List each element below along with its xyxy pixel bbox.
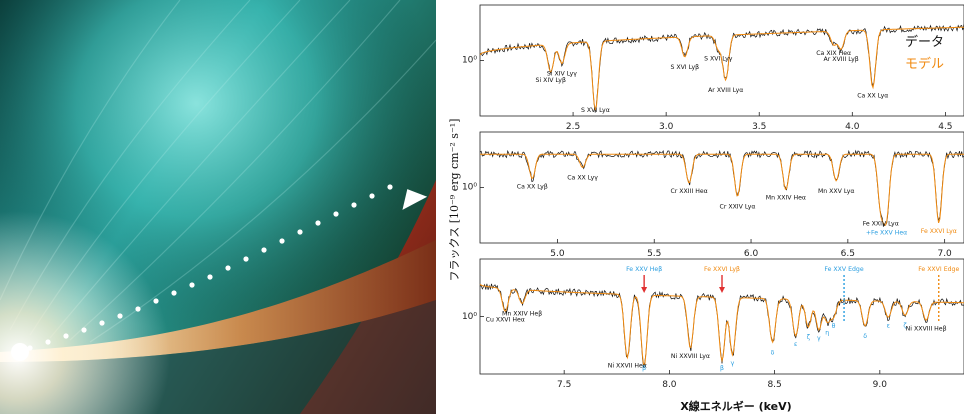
line-label: Ni XXVIII Lyα (671, 353, 710, 360)
accretion-disk-illustration (0, 0, 436, 414)
x-tick-label: 8.5 (767, 380, 781, 390)
line-label: β (642, 365, 646, 372)
line-label: Ar XVIII Lyβ (824, 56, 859, 63)
x-tick-label: 3.5 (752, 122, 766, 132)
line-label: Ca XIX Heα (816, 50, 851, 57)
line-label: Mn XXIV Heβ (502, 311, 542, 318)
x-tick-label: 2.5 (566, 122, 580, 132)
legend-data-label: データ (905, 34, 944, 50)
annotation-label: Fe XXV Edge (824, 266, 863, 273)
data-series-line (479, 149, 964, 227)
line-label: Ni XXVII Heα (608, 363, 647, 370)
annotation-label: Fe XXVI Lyβ (704, 266, 740, 273)
line-label: Fe XXVI Lyα (921, 228, 957, 235)
line-label: γ (731, 360, 735, 367)
y-tick-label: 10⁰ (462, 183, 477, 193)
arrow-head (641, 287, 648, 293)
line-label: Cr XXIII Heα (670, 188, 707, 195)
line-label: η (825, 330, 829, 337)
x-tick-label: 8.0 (662, 380, 677, 390)
y-axis-title: フラックス [10⁻⁹ erg cm⁻² s⁻¹] (448, 119, 461, 282)
line-label: ζ (807, 334, 811, 341)
line-label: Ca XX Lyγ (567, 175, 598, 182)
data-series-line (479, 283, 964, 368)
line-label: ε (887, 322, 890, 329)
line-label: +Fe XXV Heα (866, 229, 907, 236)
x-tick-label: 9.0 (873, 380, 888, 390)
line-label: β (720, 365, 724, 372)
line-label: Fe XXIV Lyα (863, 221, 899, 228)
line-label: δ (863, 333, 867, 340)
annotation-label: Fe XXVI Edge (918, 266, 959, 273)
line-label: S XVI Lyα (581, 107, 610, 114)
line-label: Si XIV Lyβ (536, 77, 566, 84)
line-label: Mn XXIV Heα (766, 195, 806, 202)
y-tick-label: 10⁰ (462, 56, 477, 66)
line-label: Mn XXV Lyα (818, 188, 855, 195)
x-tick-label: 4.0 (845, 122, 860, 132)
line-label: θ (832, 323, 836, 330)
spectrum-panel-2: 5.0 5.5 6.0 6.5 7.0 10⁰ Ca XX Lyβ Ca XX Lyγ Cr X… (462, 131, 964, 259)
x-tick-label: 7.0 (937, 249, 952, 259)
line-label: S XVI Lyβ (670, 64, 699, 71)
y-tick-label: 10⁰ (462, 312, 477, 322)
x-tick-label: 4.5 (938, 122, 952, 132)
legend-model-label: モデル (905, 56, 944, 72)
line-label: Ca XX Lyα (857, 93, 888, 100)
line-label: δ (771, 349, 775, 356)
x-tick-label: 5.5 (647, 249, 661, 259)
x-tick-label: 7.5 (557, 380, 571, 390)
model-series-line (479, 26, 964, 111)
x-tick-label: 3.0 (659, 122, 674, 132)
line-label: Cr XXIV Lyα (720, 203, 756, 210)
model-series-line (480, 153, 964, 226)
line-label: S XVI Lyγ (704, 55, 733, 62)
line-label: Ni XXVIII Heβ (906, 325, 947, 332)
line-label: γ (817, 335, 821, 342)
x-tick-label: 6.0 (744, 249, 759, 259)
line-label: Ar XVIII Lyα (708, 87, 743, 94)
x-tick-label: 5.0 (550, 249, 565, 259)
line-label: Si XIV Lyγ (547, 71, 577, 78)
arrow-head (719, 287, 725, 293)
line-label: ε (794, 341, 797, 348)
x-tick-label: 6.5 (841, 249, 855, 259)
line-label: ζ (903, 322, 907, 329)
model-series-line (479, 283, 964, 366)
line-label: Cu XXVI Heα (486, 317, 525, 324)
annotation-label: Fe XXV Heβ (626, 266, 662, 273)
line-label: Ca XX Lyβ (517, 184, 548, 191)
x-axis-title: X線エネルギー (keV) (680, 399, 791, 413)
